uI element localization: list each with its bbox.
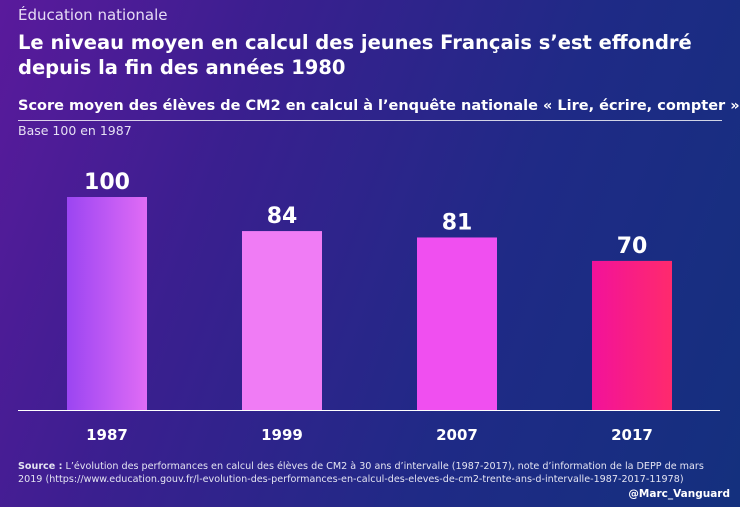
bar-2017 (592, 260, 672, 410)
base-note: Base 100 en 1987 (18, 123, 132, 138)
bar-1999 (242, 231, 322, 410)
bar-chart: 100 1987 84 1999 81 2007 70 2017 (18, 170, 720, 444)
value-label-1987: 100 (84, 170, 130, 195)
chart-subtitle: Score moyen des élèves de CM2 en calcul … (18, 98, 740, 114)
source-text: L’évolution des performances en calcul d… (18, 461, 704, 485)
value-label-1999: 84 (267, 204, 298, 229)
bar-1987 (67, 197, 147, 410)
subtitle-divider (18, 120, 722, 121)
value-label-2017: 70 (617, 234, 648, 259)
x-tick-2017: 2017 (611, 426, 653, 444)
chart-title: Le niveau moyen en calcul des jeunes Fra… (18, 31, 692, 79)
x-tick-1987: 1987 (86, 426, 128, 444)
source-label: Source : (18, 461, 63, 472)
author-handle: @Marc_Vanguard (628, 488, 730, 500)
bar-2007 (417, 237, 497, 410)
x-tick-2007: 2007 (436, 426, 478, 444)
kicker: Éducation nationale (18, 6, 168, 24)
value-label-2007: 81 (442, 210, 473, 235)
x-tick-1999: 1999 (261, 426, 303, 444)
source-note: Source : L’évolution des performances en… (18, 460, 724, 486)
